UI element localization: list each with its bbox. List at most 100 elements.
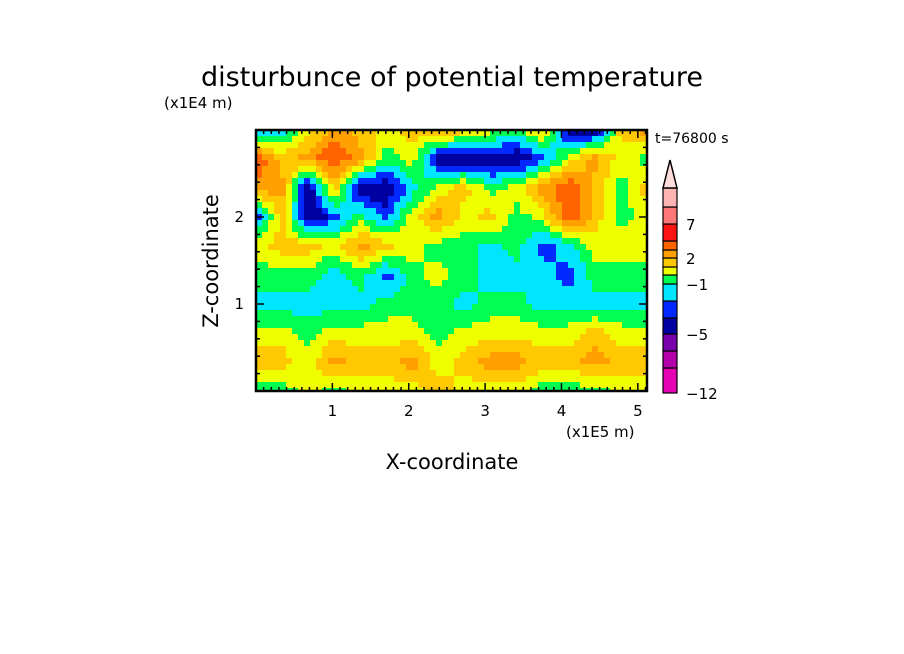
heatmap-cell bbox=[616, 250, 623, 257]
heatmap-cell bbox=[268, 172, 275, 179]
heatmap-cell bbox=[370, 202, 377, 209]
heatmap-cell bbox=[592, 142, 599, 149]
heatmap-cell bbox=[520, 154, 527, 161]
heatmap-cell bbox=[436, 202, 443, 209]
heatmap-cell bbox=[562, 208, 569, 215]
heatmap-cell bbox=[442, 340, 449, 347]
heatmap-cell bbox=[628, 376, 635, 383]
heatmap-cell bbox=[424, 346, 431, 353]
heatmap-cell bbox=[484, 262, 491, 269]
heatmap-cell bbox=[484, 310, 491, 317]
heatmap-cell bbox=[628, 304, 635, 311]
heatmap-cell bbox=[628, 250, 635, 257]
heatmap-cell bbox=[442, 364, 449, 371]
heatmap-cell bbox=[634, 190, 641, 197]
heatmap-cell bbox=[262, 340, 269, 347]
heatmap-cell bbox=[316, 358, 323, 365]
heatmap-cell bbox=[562, 346, 569, 353]
heatmap-cell bbox=[466, 334, 473, 341]
heatmap-cell bbox=[628, 148, 635, 155]
heatmap-cell bbox=[478, 322, 485, 329]
heatmap-cell bbox=[490, 376, 497, 383]
heatmap-cell bbox=[484, 292, 491, 299]
heatmap-cell bbox=[382, 376, 389, 383]
heatmap-cell bbox=[292, 310, 299, 317]
heatmap-cell bbox=[328, 154, 335, 161]
heatmap-cell bbox=[418, 172, 425, 179]
heatmap-cell bbox=[502, 130, 509, 137]
heatmap-cell bbox=[448, 208, 455, 215]
heatmap-cell bbox=[334, 256, 341, 263]
heatmap-cell bbox=[340, 160, 347, 167]
heatmap-cell bbox=[610, 148, 617, 155]
heatmap-cell bbox=[400, 280, 407, 287]
heatmap-cell bbox=[436, 334, 443, 341]
heatmap-cell bbox=[256, 190, 263, 197]
heatmap-cell bbox=[316, 334, 323, 341]
heatmap-cell bbox=[580, 316, 587, 323]
heatmap-cell bbox=[334, 376, 341, 383]
heatmap-cell bbox=[406, 292, 413, 299]
heatmap-cell bbox=[550, 262, 557, 269]
heatmap-cell bbox=[580, 244, 587, 251]
heatmap-cell bbox=[610, 298, 617, 305]
heatmap-cell bbox=[334, 274, 341, 281]
heatmap-cell bbox=[304, 250, 311, 257]
heatmap-cell bbox=[442, 238, 449, 245]
heatmap-cell bbox=[562, 184, 569, 191]
heatmap-cell bbox=[484, 130, 491, 137]
heatmap-cell bbox=[496, 340, 503, 347]
heatmap-cell bbox=[322, 256, 329, 263]
heatmap-cell bbox=[556, 178, 563, 185]
heatmap-cell bbox=[586, 190, 593, 197]
heatmap-cell bbox=[532, 292, 539, 299]
heatmap-cell bbox=[292, 226, 299, 233]
heatmap-cell bbox=[382, 172, 389, 179]
heatmap-cell bbox=[412, 208, 419, 215]
heatmap-cell bbox=[604, 286, 611, 293]
heatmap-cell bbox=[442, 160, 449, 167]
heatmap-cell bbox=[574, 220, 581, 227]
heatmap-cell bbox=[550, 334, 557, 341]
heatmap-cell bbox=[364, 256, 371, 263]
heatmap-cell bbox=[586, 220, 593, 227]
heatmap-cell bbox=[310, 208, 317, 215]
heatmap-cell bbox=[376, 232, 383, 239]
heatmap-cell bbox=[586, 370, 593, 377]
heatmap-cell bbox=[280, 238, 287, 245]
heatmap-cell bbox=[460, 382, 467, 389]
heatmap-cell bbox=[448, 358, 455, 365]
heatmap-cell bbox=[454, 250, 461, 257]
heatmap-cell bbox=[568, 136, 575, 143]
heatmap-cell bbox=[466, 142, 473, 149]
heatmap-cell bbox=[616, 172, 623, 179]
heatmap-cell bbox=[580, 304, 587, 311]
heatmap-cell bbox=[322, 154, 329, 161]
heatmap-cell bbox=[520, 280, 527, 287]
colorbar-over-triangle bbox=[662, 159, 678, 189]
heatmap-cell bbox=[418, 274, 425, 281]
colorbar-swatch bbox=[662, 333, 678, 352]
heatmap-cell bbox=[532, 382, 539, 389]
heatmap-cell bbox=[544, 196, 551, 203]
heatmap-cell bbox=[598, 196, 605, 203]
heatmap-cell bbox=[334, 280, 341, 287]
heatmap-cell bbox=[640, 226, 647, 233]
heatmap-cell bbox=[292, 340, 299, 347]
heatmap-cell bbox=[634, 154, 641, 161]
heatmap-cell bbox=[424, 256, 431, 263]
heatmap-cell bbox=[352, 364, 359, 371]
heatmap-cell bbox=[292, 376, 299, 383]
heatmap-cell bbox=[472, 382, 479, 389]
heatmap-cell bbox=[280, 178, 287, 185]
heatmap-cell bbox=[460, 280, 467, 287]
heatmap-cell bbox=[538, 346, 545, 353]
heatmap-cell bbox=[610, 232, 617, 239]
heatmap-cell bbox=[454, 220, 461, 227]
heatmap-cell bbox=[394, 316, 401, 323]
heatmap-cell bbox=[328, 136, 335, 143]
heatmap-cell bbox=[616, 226, 623, 233]
heatmap-cell bbox=[592, 370, 599, 377]
heatmap-cell bbox=[514, 214, 521, 221]
heatmap-cell bbox=[388, 142, 395, 149]
